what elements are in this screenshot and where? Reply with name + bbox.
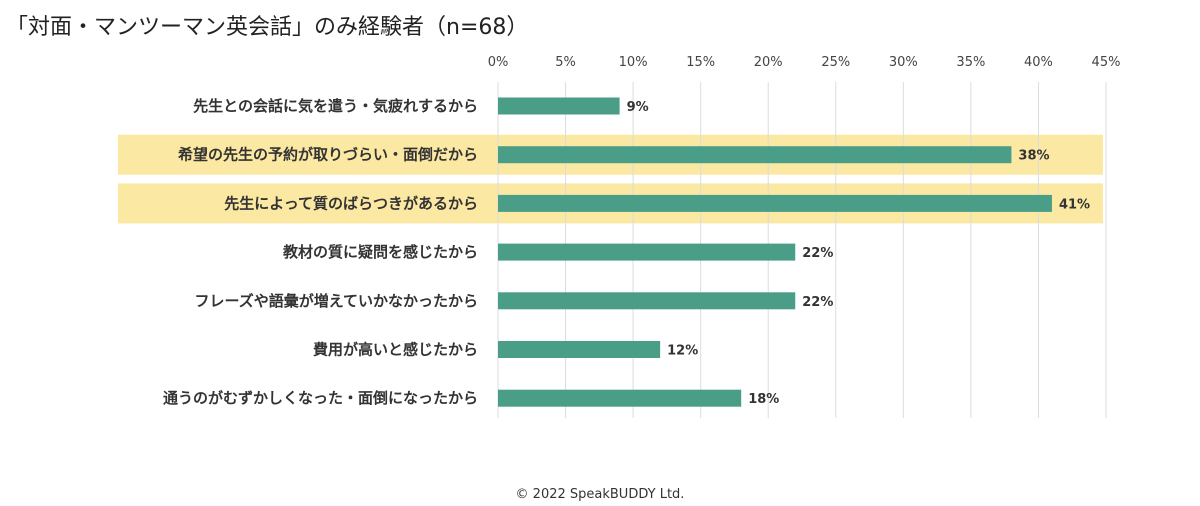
x-axis-ticks: 0% 5% 10% 15% 20% 25% 30% 35% 40% 45% [488,55,1121,70]
bar [498,292,796,310]
data-label: 41% [1059,197,1090,212]
bar [498,389,742,407]
bars [498,97,1052,407]
value-labels: 9% 38% 41% 22% 22% 12% 18% [627,100,1090,407]
x-tick-label: 40% [1024,55,1053,70]
x-tick-label: 10% [619,55,648,70]
data-label: 38% [1018,149,1049,164]
x-tick-label: 0% [488,55,509,70]
category-label: 費用が高いと感じたから [313,341,478,359]
copyright-text: © 2022 SpeakBUDDY Ltd. [516,487,685,502]
data-label: 18% [748,392,779,407]
data-label: 9% [627,100,649,115]
category-labels: 先生との会話に気を遣う・気疲れするから希望の先生の予約が取りづらい・面倒だから先… [163,97,478,407]
category-label: 希望の先生の予約が取りづらい・面倒だから [178,146,478,164]
category-label: 教材の質に疑問を感じたから [282,243,478,261]
data-label: 22% [802,246,833,261]
x-tick-label: 15% [686,55,715,70]
data-label: 12% [667,344,698,359]
category-label: フレーズや語彙が増えていかなかったから [194,292,478,310]
x-tick-label: 45% [1092,55,1121,70]
data-label: 22% [802,295,833,310]
bar [498,243,796,261]
bar [498,194,1052,212]
chart-title: 「対面・マンツーマン英会話」のみ経験者（n=68） [6,15,528,40]
category-label: 先生との会話に気を遣う・気疲れするから [193,97,478,115]
x-tick-label: 5% [555,55,576,70]
category-label: 先生によって質のばらつきがあるから [224,194,478,212]
x-tick-label: 30% [889,55,918,70]
category-label: 通うのがむずかしくなった・面倒になったから [163,389,478,407]
x-tick-label: 25% [821,55,850,70]
x-tick-label: 20% [754,55,783,70]
x-tick-label: 35% [956,55,985,70]
bar [498,341,661,358]
bar [498,97,620,115]
bar [498,146,1012,164]
